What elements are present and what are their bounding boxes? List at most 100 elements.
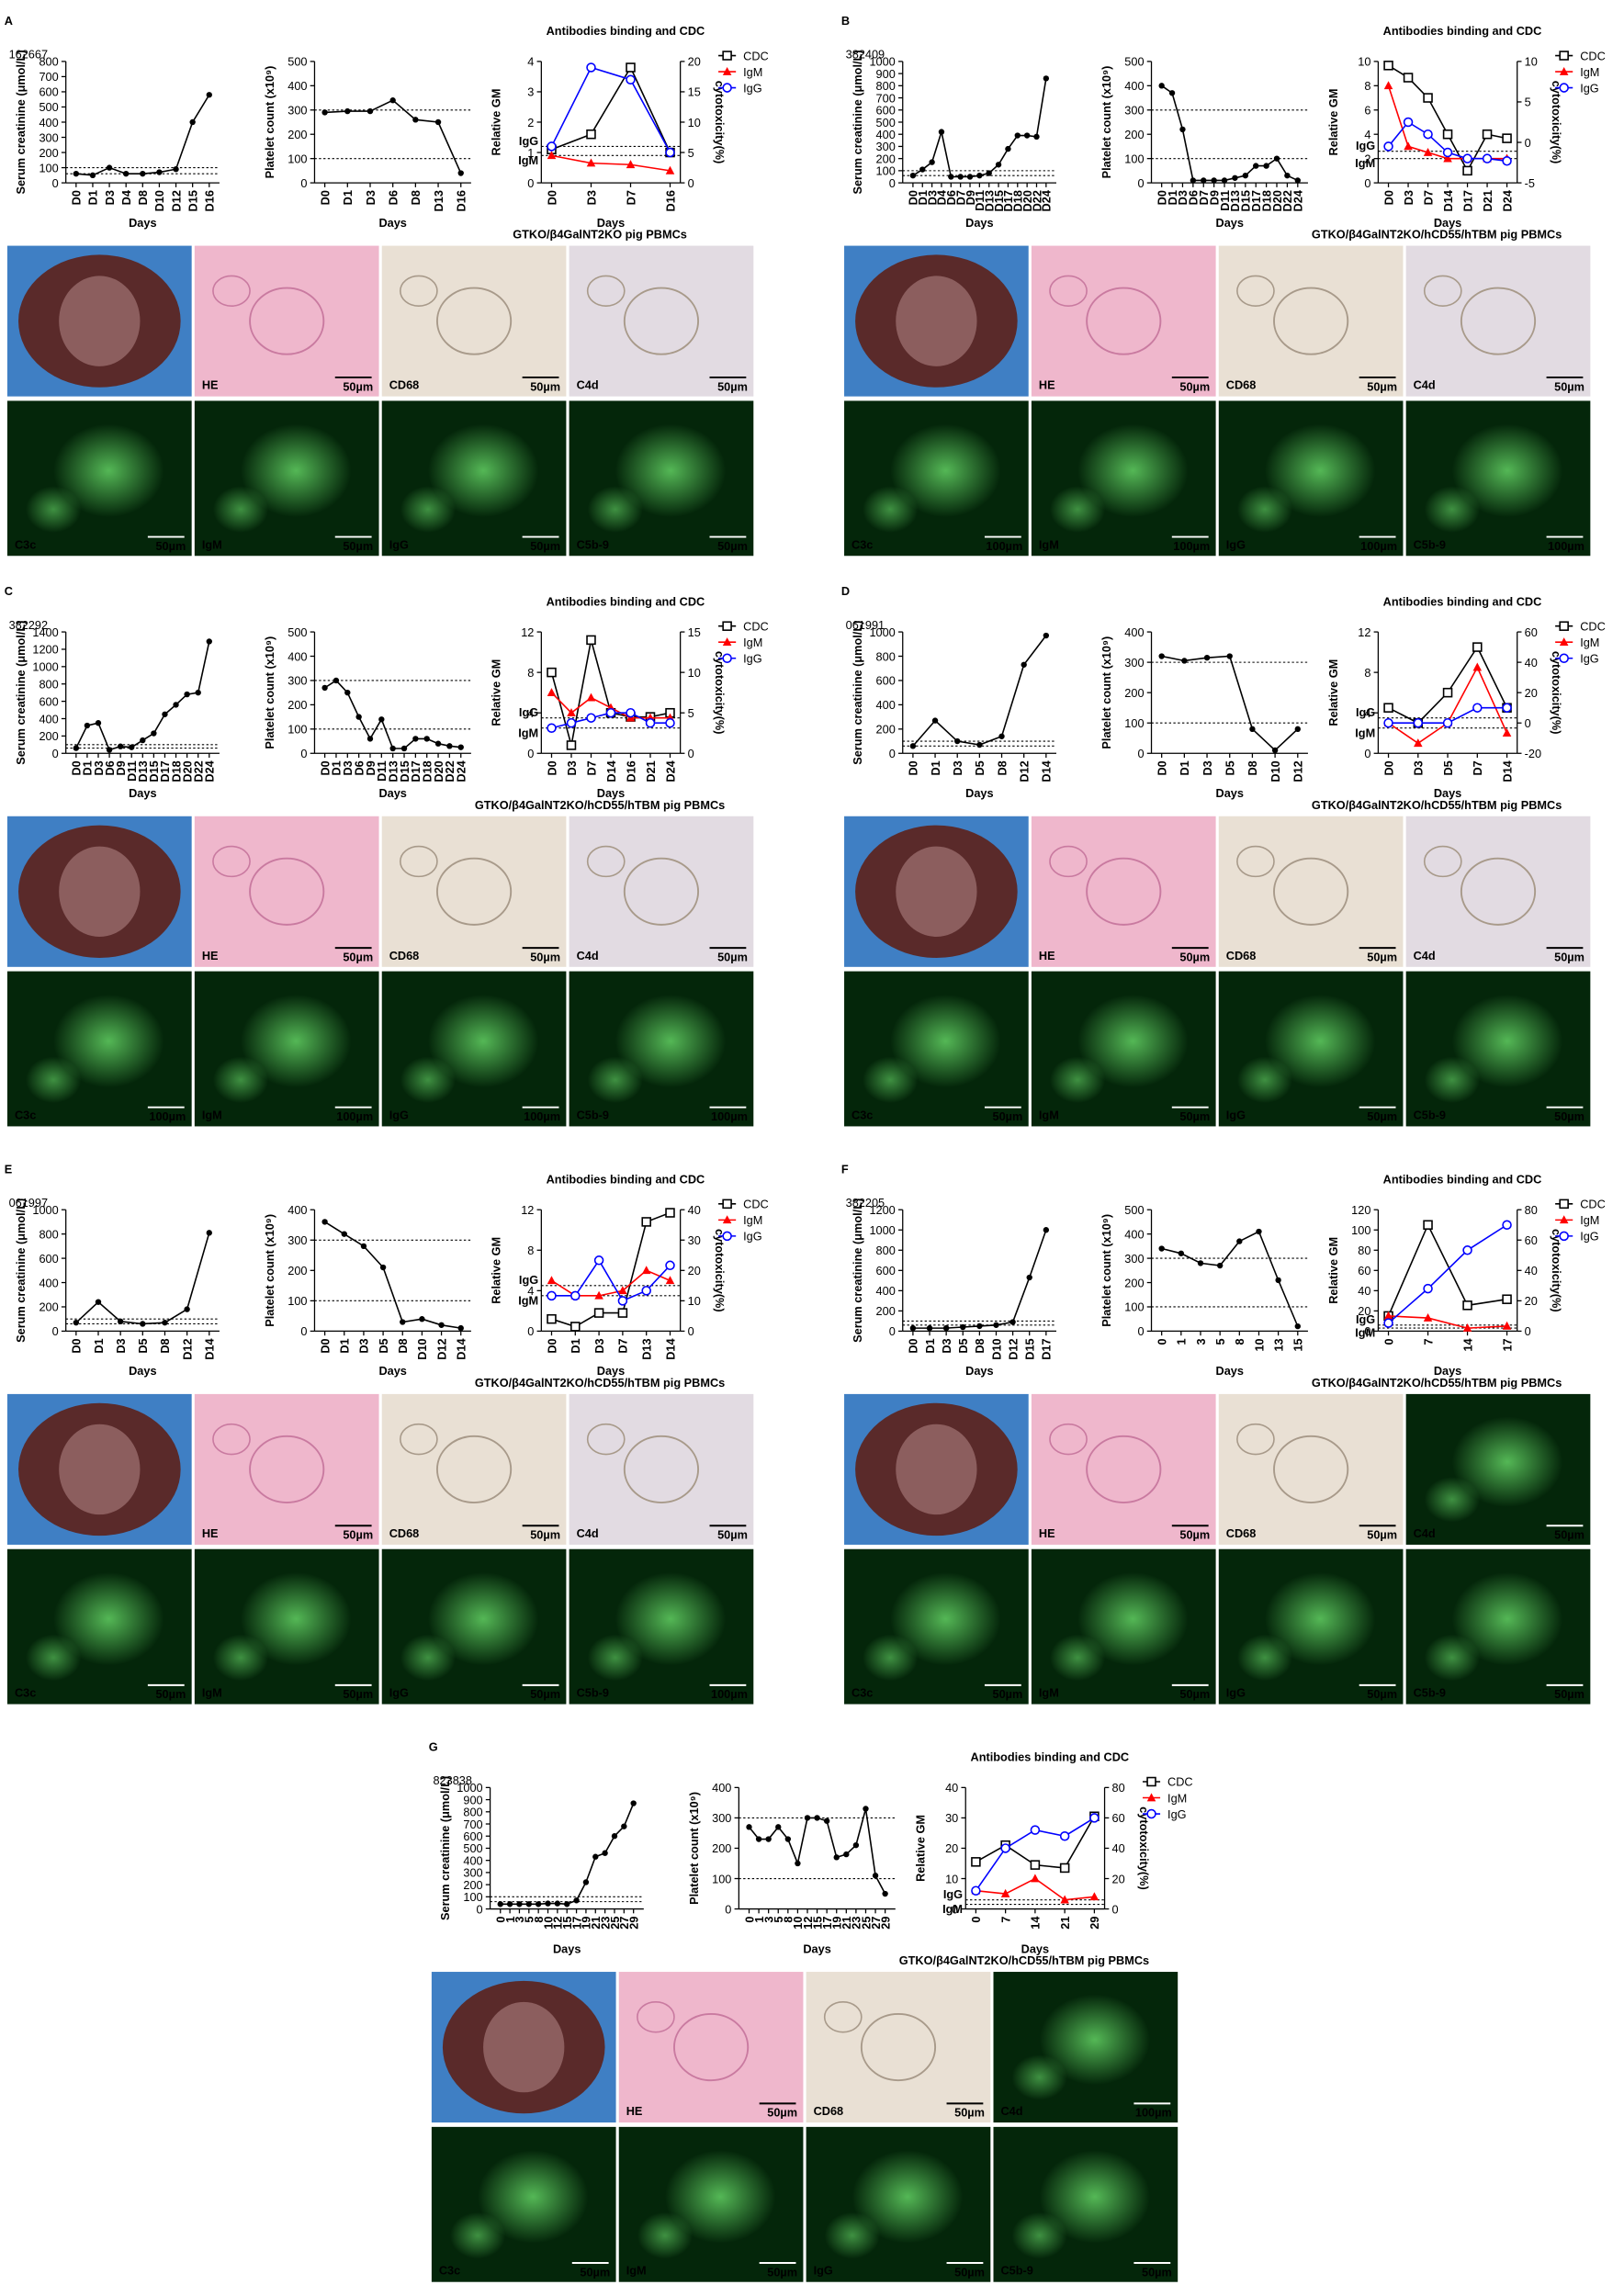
x-tick-label: D1 (923, 1338, 937, 1353)
x-tick-label: 8 (1233, 1338, 1246, 1345)
micrograph-signal (400, 486, 457, 533)
baseline-label: IgG (519, 705, 538, 719)
micrograph-structure (249, 857, 325, 926)
y-tick-label: 1 (527, 146, 534, 160)
marker (665, 1260, 675, 1271)
x-axis-label: Days (965, 1364, 993, 1378)
marker (1294, 1322, 1301, 1330)
x-tick-label: 10 (791, 1917, 805, 1930)
y-axis-label: Relative GM (490, 89, 503, 156)
marker (1442, 717, 1453, 728)
y-tick-label: 100 (876, 164, 896, 178)
x-tick-label: D22 (1030, 190, 1043, 211)
y-tick-label: 0 (300, 1324, 307, 1338)
micrograph-signal (241, 1572, 352, 1666)
panel-label: E (5, 1162, 12, 1176)
chart-title: Antibodies binding and CDC (971, 1750, 1130, 1764)
micrograph-structure (1423, 275, 1462, 308)
x-tick-label: D5 (377, 1338, 390, 1353)
y-tick-label: 600 (39, 1252, 58, 1266)
stain-label: C5b-9 (577, 537, 609, 551)
scale-label: 50µm (1554, 379, 1585, 393)
marker (506, 1901, 513, 1908)
y2-tick-label: 0 (1112, 1902, 1119, 1916)
marker (1294, 726, 1301, 733)
stain-label: C4d (577, 1526, 599, 1540)
y-tick-label: 300 (288, 674, 307, 688)
micrograph-signal (427, 423, 539, 518)
x-tick-label: 5 (523, 1917, 536, 1923)
y-tick-label: 0 (1137, 176, 1144, 190)
animal-id: 382409 (846, 48, 885, 62)
marker (566, 717, 577, 728)
stain-label: IgM (1039, 1686, 1059, 1700)
marker (1190, 177, 1197, 184)
y-tick-label: 400 (39, 116, 58, 129)
y-tick-label: 60 (1358, 1264, 1370, 1277)
x-axis-label: Days (597, 1364, 625, 1378)
x-tick-label: D17 (1040, 1338, 1054, 1359)
y2-axis-label: cytotoxicity(%) (713, 81, 727, 164)
y2-tick-label: 60 (1112, 1811, 1125, 1825)
scale-label: 50µm (1367, 950, 1397, 963)
marker (966, 174, 974, 180)
marker (117, 743, 124, 749)
micrograph-signal (241, 994, 352, 1088)
x-tick-label: D11 (375, 760, 389, 782)
y-tick-label: 600 (39, 85, 58, 99)
y-tick-label: 1400 (32, 625, 58, 639)
legend-marker (722, 653, 732, 663)
y-tick-label: 0 (1364, 1324, 1370, 1338)
kidney-photo-inner (59, 846, 141, 938)
y2-tick-label: 20 (688, 1264, 701, 1277)
marker (1005, 145, 1011, 152)
x-axis-label: Days (1216, 216, 1244, 230)
marker (1201, 177, 1207, 184)
marker (971, 1857, 981, 1867)
marker (641, 1286, 651, 1296)
marker (1423, 1220, 1433, 1230)
x-tick-label: D24 (1291, 189, 1305, 211)
x-tick-label: D16 (203, 190, 217, 211)
baseline-label: IgM (1355, 156, 1375, 170)
y2-tick-label: 80 (1525, 1203, 1538, 1217)
y-tick-label: 0 (477, 1902, 483, 1916)
x-tick-label: D9 (1207, 190, 1221, 205)
x-tick-label: D21 (644, 760, 658, 782)
series-line (912, 635, 1047, 747)
x-tick-label: D3 (357, 1338, 371, 1353)
micrograph-signal (1049, 486, 1106, 533)
marker (1423, 1283, 1433, 1294)
y2-tick-label: 15 (688, 85, 701, 99)
marker (1089, 1813, 1100, 1823)
y2-tick-label: 40 (1525, 656, 1538, 670)
legend-marker (1559, 83, 1569, 93)
x-axis-label: Days (1216, 1364, 1244, 1378)
marker (1462, 1245, 1472, 1255)
x-tick-label: D22 (1280, 190, 1294, 211)
y-tick-label: 0 (1137, 747, 1144, 760)
x-tick-label: D12 (1006, 1338, 1020, 1359)
marker (586, 62, 596, 73)
x-tick-label: 5 (772, 1917, 785, 1923)
x-tick-label: D0 (907, 760, 920, 775)
micrograph-signal (637, 2212, 694, 2259)
scale-label: 50µm (1554, 1109, 1585, 1123)
micrograph-signal (587, 486, 643, 533)
marker (602, 1850, 608, 1856)
y2-axis-label: cytotoxicity(%) (1550, 81, 1563, 164)
stain-label: C4d (1414, 1526, 1436, 1540)
scale-label: 100µm (336, 1109, 373, 1123)
y-tick-label: 20 (1358, 1304, 1370, 1318)
x-tick-label: D3 (1176, 190, 1190, 205)
x-tick-label: D7 (1197, 190, 1211, 205)
series-line (1388, 1224, 1507, 1324)
y-tick-label: 300 (1124, 656, 1144, 670)
micrograph-signal (53, 423, 164, 518)
baseline-label: IgG (1356, 139, 1375, 152)
marker (1168, 90, 1176, 96)
x-tick-label: 21 (589, 1917, 603, 1930)
scale-label: 50µm (343, 950, 373, 963)
micrograph-structure (400, 1423, 438, 1456)
y-tick-label: 800 (39, 1227, 58, 1241)
